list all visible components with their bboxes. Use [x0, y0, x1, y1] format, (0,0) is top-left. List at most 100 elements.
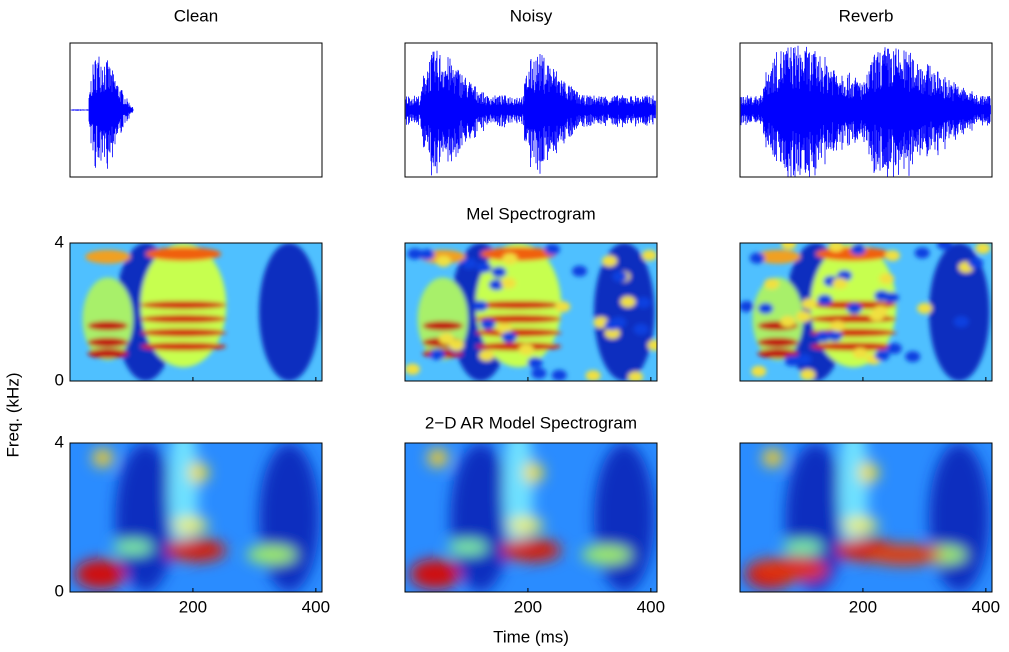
energy [475, 328, 562, 337]
energy [87, 320, 128, 331]
energy [259, 243, 320, 381]
x-tick-label: 400 [302, 597, 330, 616]
energy [874, 349, 890, 361]
energy [145, 247, 222, 261]
energy [764, 278, 780, 290]
axes-frame [69, 442, 323, 593]
energy [852, 347, 868, 359]
energy [571, 265, 588, 277]
energy [472, 300, 488, 312]
energy [796, 353, 812, 366]
energy [500, 538, 562, 563]
energy [544, 243, 560, 255]
energy [478, 349, 495, 361]
energy [866, 544, 942, 566]
energy [422, 320, 463, 331]
y-axis-label: Freq. (kHz) [3, 373, 22, 458]
energy [419, 249, 435, 261]
energy [883, 292, 899, 304]
axes-frame [739, 442, 993, 593]
energy [612, 270, 628, 283]
y-tick-label: 0 [55, 370, 64, 389]
energy [633, 323, 649, 335]
energy [173, 517, 209, 533]
energy [830, 320, 846, 332]
axes-frame [739, 242, 993, 382]
energy [758, 302, 774, 314]
energy [450, 443, 511, 592]
energy [796, 311, 812, 323]
energy [475, 300, 562, 310]
energy [975, 243, 991, 254]
energy [518, 343, 534, 355]
energy [757, 337, 798, 348]
row-title: Mel Spectrogram [466, 204, 595, 223]
energy [82, 277, 133, 361]
energy [259, 443, 320, 592]
energy [447, 539, 489, 555]
energy [929, 443, 990, 592]
energy [647, 339, 657, 351]
column-title: Clean [174, 6, 218, 25]
energy [581, 545, 632, 564]
energy [832, 278, 848, 290]
spectrogram-blobs [75, 443, 320, 592]
energy [501, 331, 517, 343]
energy [780, 316, 796, 328]
energy [858, 462, 879, 484]
energy [611, 316, 627, 328]
energy [140, 314, 227, 324]
energy [905, 351, 921, 363]
energy [475, 342, 562, 351]
energy [165, 538, 227, 563]
x-tick-label: 200 [514, 597, 542, 616]
energy [115, 443, 176, 592]
energy [604, 327, 620, 339]
energy [112, 539, 154, 555]
energy [879, 273, 895, 285]
energy [620, 296, 636, 308]
energy [491, 266, 507, 278]
energy [740, 300, 755, 313]
energy [85, 249, 131, 264]
energy [475, 314, 562, 324]
energy [917, 302, 933, 314]
energy [968, 257, 984, 269]
spectrogram [405, 243, 657, 381]
energy [496, 322, 512, 335]
axes-frame [69, 42, 323, 178]
energy [246, 545, 297, 564]
column-title: Noisy [510, 6, 553, 25]
energy [87, 337, 128, 348]
energy [531, 367, 547, 379]
spectrogram [70, 443, 322, 592]
energy [869, 310, 885, 322]
energy [757, 348, 798, 359]
x-tick-label: 400 [972, 597, 1000, 616]
energy [781, 243, 797, 250]
energy [527, 356, 543, 369]
energy [92, 448, 113, 467]
energy [502, 253, 518, 265]
energy [936, 243, 952, 250]
energy [480, 247, 557, 261]
axes-frame [404, 42, 658, 178]
energy [843, 517, 879, 533]
energy [953, 316, 969, 328]
energy [817, 294, 833, 306]
energy [461, 258, 477, 270]
energy [886, 342, 902, 354]
energy [429, 348, 446, 361]
energy [75, 559, 126, 590]
energy [782, 539, 824, 555]
energy [448, 339, 464, 351]
energy [628, 371, 644, 381]
energy [523, 462, 544, 484]
spectrogram [405, 443, 657, 592]
energy [140, 328, 227, 337]
y-tick-label: 4 [55, 232, 64, 251]
x-tick-label: 200 [849, 597, 877, 616]
waveform [405, 50, 656, 176]
energy [555, 301, 571, 313]
